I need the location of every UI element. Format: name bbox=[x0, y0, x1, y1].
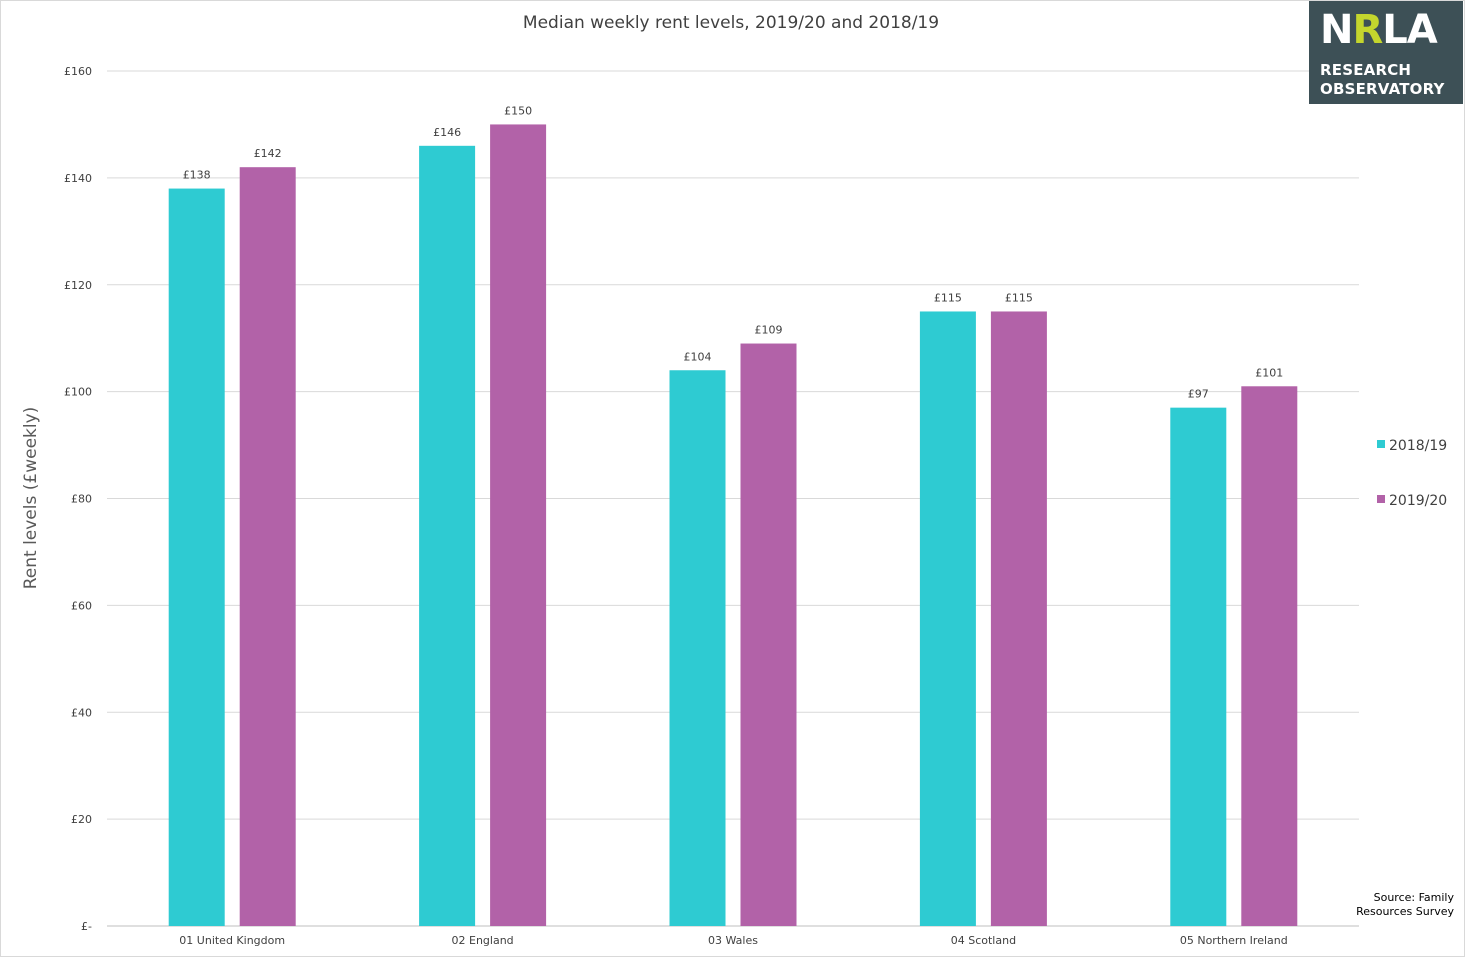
y-tick-label: £120 bbox=[64, 279, 92, 292]
bar-2019-20 bbox=[1241, 386, 1298, 926]
data-label: £150 bbox=[504, 104, 532, 117]
y-tick-label: £- bbox=[81, 920, 92, 933]
bar-2018-19 bbox=[669, 370, 726, 926]
legend-swatch bbox=[1377, 495, 1385, 503]
y-tick-label: £60 bbox=[71, 599, 92, 612]
data-label: £115 bbox=[934, 291, 962, 304]
bar-2019-20 bbox=[239, 167, 296, 926]
y-tick-label: £100 bbox=[64, 386, 92, 399]
bars bbox=[168, 124, 1298, 926]
gridlines bbox=[107, 70, 1359, 927]
source-line-1: Source: Family bbox=[1374, 891, 1455, 904]
x-tick-label: 04 Scotland bbox=[951, 934, 1016, 947]
bar-2019-20 bbox=[490, 124, 547, 926]
legend-label: 2018/19 bbox=[1389, 438, 1447, 454]
x-tick-label: 05 Northern Ireland bbox=[1180, 934, 1288, 947]
data-label: £97 bbox=[1188, 388, 1209, 401]
data-label: £101 bbox=[1255, 366, 1283, 379]
legend-swatch bbox=[1377, 440, 1385, 448]
y-tick-label: £20 bbox=[71, 813, 92, 826]
logo-subtitle-line-1: RESEARCH bbox=[1320, 61, 1412, 79]
source-line-2: Resources Survey bbox=[1356, 905, 1454, 918]
y-tick-label: £140 bbox=[64, 172, 92, 185]
bar-2018-19 bbox=[419, 145, 476, 926]
data-label: £146 bbox=[433, 126, 461, 139]
data-label: £138 bbox=[183, 169, 211, 182]
data-label: £104 bbox=[684, 350, 712, 363]
y-axis-ticks: £- £20 £40 £60 £80 £100 £120 £140 £160 bbox=[64, 65, 92, 933]
data-label: £115 bbox=[1005, 291, 1033, 304]
logo-wordmark: NRLA bbox=[1320, 7, 1438, 53]
x-tick-label: 02 England bbox=[452, 934, 514, 947]
y-axis-label: Rent levels (£weekly) bbox=[21, 407, 41, 590]
legend: 2018/19 2019/20 bbox=[1377, 438, 1447, 509]
data-labels: £138 £142 £146 £150 £104 £109 £115 £115 £97 £101 bbox=[183, 104, 1284, 400]
legend-label: 2019/20 bbox=[1389, 493, 1447, 509]
data-label: £142 bbox=[254, 147, 282, 160]
data-label: £109 bbox=[755, 324, 783, 337]
y-tick-label: £80 bbox=[71, 493, 92, 506]
bar-2018-19 bbox=[168, 188, 225, 926]
x-axis-ticks: 01 United Kingdom 02 England 03 Wales 04 Sc… bbox=[179, 934, 1287, 947]
y-tick-label: £160 bbox=[64, 65, 92, 78]
x-tick-label: 03 Wales bbox=[708, 934, 758, 947]
logo-subtitle-line-2: OBSERVATORY bbox=[1320, 80, 1445, 98]
bar-2018-19 bbox=[919, 311, 976, 926]
bar-2019-20 bbox=[740, 343, 797, 926]
logo-subtitle: RESEARCH OBSERVATORY bbox=[1320, 61, 1445, 99]
nrla-logo: NRLA RESEARCH OBSERVATORY bbox=[1309, 1, 1463, 104]
bar-2019-20 bbox=[990, 311, 1047, 926]
chart-title: Median weekly rent levels, 2019/20 and 2… bbox=[523, 13, 939, 33]
y-tick-label: £40 bbox=[71, 706, 92, 719]
bar-2018-19 bbox=[1170, 407, 1227, 926]
x-tick-label: 01 United Kingdom bbox=[179, 934, 285, 947]
